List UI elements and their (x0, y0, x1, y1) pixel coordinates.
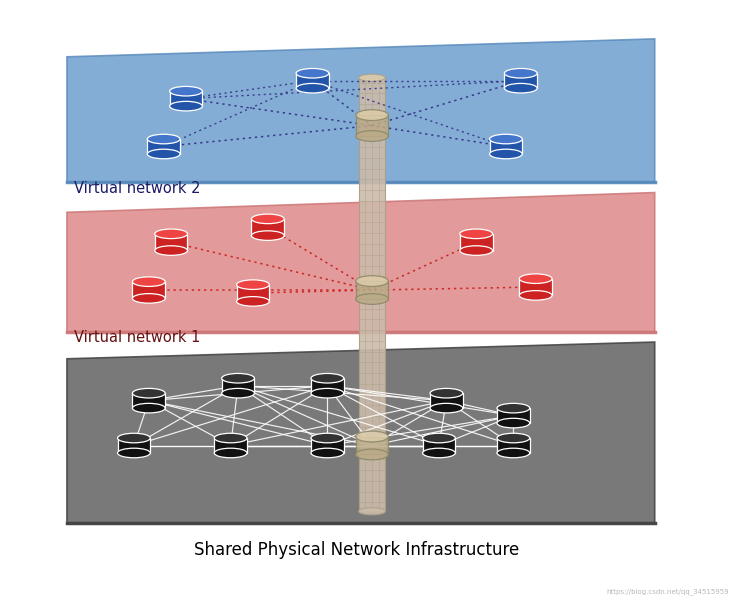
Ellipse shape (497, 419, 530, 428)
Polygon shape (504, 74, 537, 88)
Polygon shape (67, 193, 655, 332)
Polygon shape (237, 285, 269, 301)
Polygon shape (222, 379, 254, 393)
Text: Virtual network 2: Virtual network 2 (74, 181, 201, 196)
Ellipse shape (132, 277, 165, 286)
Polygon shape (311, 438, 344, 453)
Ellipse shape (460, 229, 493, 239)
Ellipse shape (356, 431, 388, 442)
Ellipse shape (251, 214, 284, 224)
Polygon shape (67, 342, 655, 523)
Text: https://blog.csdn.net/qq_34515959: https://blog.csdn.net/qq_34515959 (606, 588, 729, 595)
Ellipse shape (359, 74, 385, 81)
Ellipse shape (504, 69, 537, 78)
Ellipse shape (311, 389, 344, 398)
Ellipse shape (132, 389, 165, 398)
Polygon shape (132, 282, 165, 298)
Polygon shape (155, 234, 187, 251)
Polygon shape (214, 438, 247, 453)
Polygon shape (118, 438, 150, 453)
Ellipse shape (222, 389, 254, 398)
Ellipse shape (519, 291, 552, 300)
Polygon shape (251, 219, 284, 236)
Ellipse shape (118, 448, 150, 458)
Polygon shape (296, 74, 329, 88)
Ellipse shape (430, 403, 463, 413)
Polygon shape (430, 393, 463, 408)
Ellipse shape (222, 373, 254, 383)
Ellipse shape (519, 274, 552, 283)
Ellipse shape (430, 389, 463, 398)
Ellipse shape (460, 246, 493, 255)
Polygon shape (497, 408, 530, 423)
Polygon shape (132, 393, 165, 408)
Ellipse shape (356, 294, 388, 304)
Ellipse shape (251, 231, 284, 240)
Polygon shape (170, 91, 202, 106)
Ellipse shape (504, 83, 537, 93)
Ellipse shape (356, 449, 388, 460)
Ellipse shape (423, 448, 455, 458)
Ellipse shape (155, 229, 187, 239)
Text: Shared Physical Network Infrastructure: Shared Physical Network Infrastructure (194, 541, 520, 559)
Polygon shape (497, 438, 530, 453)
Ellipse shape (237, 280, 269, 289)
Polygon shape (359, 78, 385, 511)
Polygon shape (519, 279, 552, 295)
Ellipse shape (214, 448, 247, 458)
Text: Virtual network 1: Virtual network 1 (74, 330, 201, 345)
Ellipse shape (356, 109, 388, 121)
Polygon shape (356, 115, 388, 136)
Ellipse shape (359, 508, 385, 515)
Polygon shape (490, 139, 522, 154)
Ellipse shape (214, 433, 247, 443)
Ellipse shape (296, 83, 329, 93)
Ellipse shape (147, 134, 180, 144)
Ellipse shape (490, 134, 522, 144)
Ellipse shape (356, 276, 388, 286)
Ellipse shape (311, 448, 344, 458)
Ellipse shape (132, 403, 165, 413)
Polygon shape (311, 379, 344, 393)
Ellipse shape (170, 87, 202, 96)
Polygon shape (423, 438, 455, 453)
Ellipse shape (147, 149, 180, 158)
Polygon shape (356, 281, 388, 299)
Ellipse shape (311, 433, 344, 443)
Ellipse shape (132, 294, 165, 303)
Ellipse shape (497, 403, 530, 413)
Ellipse shape (356, 130, 388, 141)
Ellipse shape (497, 448, 530, 458)
Ellipse shape (311, 373, 344, 383)
Ellipse shape (170, 101, 202, 111)
Ellipse shape (296, 69, 329, 78)
Ellipse shape (237, 297, 269, 306)
Polygon shape (460, 234, 493, 251)
Ellipse shape (118, 433, 150, 443)
Polygon shape (67, 39, 655, 182)
Ellipse shape (490, 149, 522, 158)
Polygon shape (147, 139, 180, 154)
Ellipse shape (423, 433, 455, 443)
Ellipse shape (497, 433, 530, 443)
Ellipse shape (155, 246, 187, 255)
Polygon shape (356, 437, 388, 454)
